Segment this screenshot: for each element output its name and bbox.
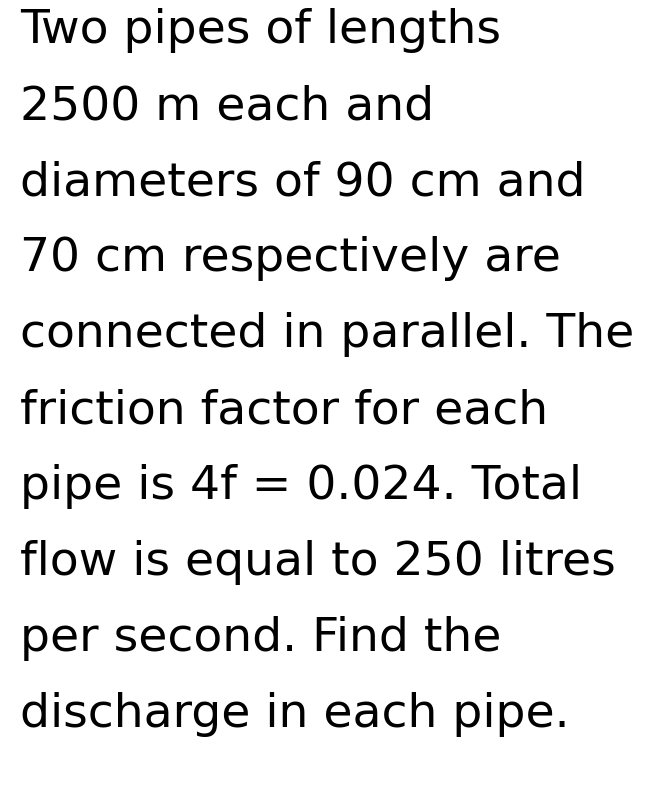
Text: 2500 m each and: 2500 m each and [20, 84, 434, 129]
Text: per second. Find the: per second. Find the [20, 616, 502, 661]
Text: connected in parallel. The: connected in parallel. The [20, 312, 634, 357]
Text: diameters of 90 cm and: diameters of 90 cm and [20, 160, 585, 205]
Text: pipe is 4f = 0.024. Total: pipe is 4f = 0.024. Total [20, 464, 582, 509]
Text: Two pipes of lengths: Two pipes of lengths [20, 8, 501, 53]
Text: discharge in each pipe.: discharge in each pipe. [20, 692, 570, 737]
Text: flow is equal to 250 litres: flow is equal to 250 litres [20, 540, 616, 585]
Text: 70 cm respectively are: 70 cm respectively are [20, 236, 561, 281]
Text: friction factor for each: friction factor for each [20, 388, 548, 433]
